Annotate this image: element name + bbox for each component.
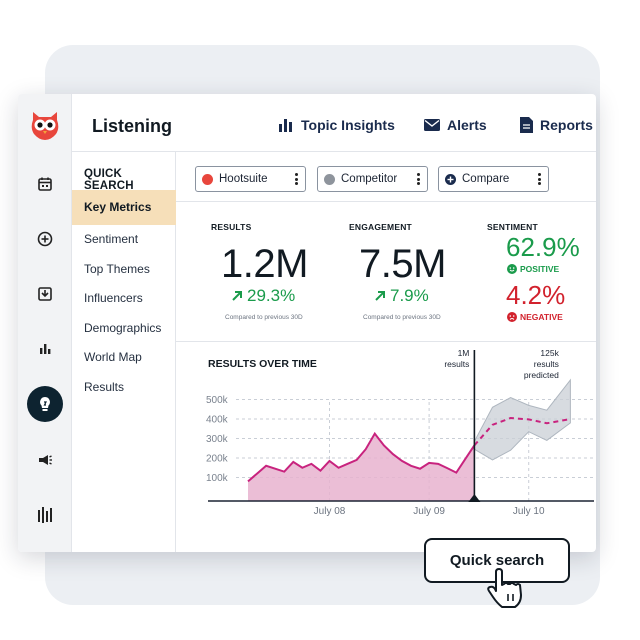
x-tick-label: July 10 (513, 506, 545, 517)
arrow-up-right-icon (375, 291, 385, 301)
quick-search-panel: QUICK SEARCH Key Metrics Sentiment Top T… (72, 152, 176, 552)
app-window: Listening Topic Insights Alerts Reports … (18, 94, 596, 552)
frown-icon (507, 312, 517, 322)
analytics-icon[interactable] (31, 335, 59, 363)
key-metrics: RESULTS 1.2M 29.3% Compared to previous … (176, 202, 596, 342)
nav-topic-insights[interactable]: Topic Insights (278, 117, 395, 133)
x-tick-label: July 08 (314, 506, 346, 517)
nav-alerts[interactable]: Alerts (424, 117, 487, 133)
positive-value: 62.9% (506, 232, 580, 262)
results-over-time-panel: RESULTS OVER TIME 100k 200k 300k 400k 500k Ju… (176, 342, 596, 552)
predicted-line (473, 417, 571, 446)
y-tick-label: 100k (206, 473, 229, 484)
annotation-text: results (444, 359, 469, 369)
today-marker-triangle (468, 494, 481, 502)
nav-label: Alerts (447, 117, 487, 133)
arrow-up-right-icon (232, 291, 242, 301)
page-title: Listening (92, 116, 172, 136)
engagement-delta: 7.9% (374, 286, 429, 306)
calendar-icon[interactable] (31, 170, 59, 198)
results-label: RESULTS (211, 222, 252, 232)
engagement-label: ENGAGEMENT (349, 222, 412, 232)
left-rail (18, 94, 72, 552)
pointer-hand-icon (484, 568, 528, 610)
qs-item-demographics[interactable]: Demographics (84, 320, 162, 335)
qs-item-sentiment[interactable]: Sentiment (84, 232, 139, 246)
results-compare-note: Compared to previous 30D (225, 314, 303, 321)
positive-badge: POSITIVE (507, 264, 559, 274)
megaphone-icon[interactable] (31, 446, 59, 474)
gray-dot-icon (324, 173, 335, 185)
results-over-time-chart: RESULTS OVER TIME 100k 200k 300k 400k 500k Ju… (206, 348, 594, 517)
nav-label: Topic Insights (301, 117, 395, 133)
annotation-text: 1M (458, 348, 470, 358)
filter-competitor[interactable]: Competitor (317, 166, 428, 192)
negative-badge: NEGATIVE (507, 312, 563, 322)
results-value: 1.2M (221, 242, 308, 286)
annotation-text: 125k (540, 348, 559, 358)
annotation-text: predicted (524, 370, 559, 380)
nav-label: Reports (540, 117, 593, 133)
y-tick-label: 400k (206, 415, 229, 426)
envelope-icon (424, 119, 440, 131)
smile-icon (507, 264, 517, 274)
qs-item-top-themes[interactable]: Top Themes (84, 261, 150, 276)
y-tick-label: 500k (206, 395, 229, 406)
results-delta: 29.3% (231, 286, 295, 306)
y-tick-label: 300k (206, 434, 229, 445)
y-tick-label: 200k (206, 454, 229, 465)
filter-label: Compare (462, 173, 510, 185)
quick-search-title: QUICK SEARCH (84, 168, 134, 192)
owl-logo-icon (27, 106, 63, 142)
quick-search-button[interactable]: Quick search (424, 538, 570, 583)
results-area (248, 433, 475, 501)
qs-item-key-metrics[interactable]: Key Metrics (72, 190, 176, 225)
document-icon (520, 117, 533, 133)
qs-item-results[interactable]: Results (84, 379, 125, 394)
sentiment-label: SENTIMENT (487, 222, 538, 232)
streams-icon[interactable] (31, 501, 59, 529)
filter-compare[interactable]: Compare (438, 166, 549, 192)
plus-circle-icon (445, 173, 456, 185)
chart-title: RESULTS OVER TIME (208, 358, 317, 370)
prediction-band (473, 378, 571, 461)
kebab-menu-icon[interactable] (417, 173, 420, 185)
filter-label: Competitor (341, 173, 398, 185)
results-delta-value: 29.3% (247, 286, 296, 305)
filter-bar: Hootsuite Competitor Compare (176, 152, 596, 202)
engagement-value: 7.5M (359, 242, 446, 286)
lightbulb-icon[interactable] (27, 386, 63, 422)
results-line (247, 431, 476, 483)
nav-reports[interactable]: Reports (520, 117, 593, 133)
inbox-icon[interactable] (31, 280, 59, 308)
negative-label: NEGATIVE (520, 312, 563, 322)
red-dot-icon (202, 173, 213, 185)
annotation-text: results (534, 359, 559, 369)
x-tick-label: July 09 (413, 506, 445, 517)
filter-label: Hootsuite (219, 173, 268, 185)
engagement-compare-note: Compared to previous 30D (363, 314, 441, 321)
qs-item-world-map[interactable]: World Map (84, 350, 142, 364)
plus-circle-icon[interactable] (31, 225, 59, 253)
negative-value: 4.2% (506, 280, 566, 310)
engagement-delta-value: 7.9% (390, 286, 429, 305)
bar-chart-icon (279, 119, 292, 132)
kebab-menu-icon[interactable] (538, 173, 541, 185)
qs-item-influencers[interactable]: Influencers (84, 291, 143, 305)
positive-label: POSITIVE (520, 264, 560, 274)
filter-hootsuite[interactable]: Hootsuite (195, 166, 306, 192)
kebab-menu-icon[interactable] (295, 173, 298, 185)
header: Listening Topic Insights Alerts Reports (72, 94, 596, 152)
